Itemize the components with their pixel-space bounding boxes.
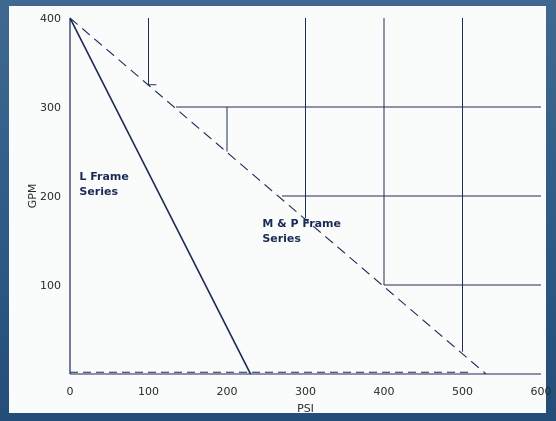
y-tick-label: 100 [40, 279, 61, 292]
series-annotation-label: Series [262, 232, 301, 245]
x-axis-title: PSI [297, 402, 314, 415]
y-axis-title: GPM [26, 184, 39, 209]
grid-layer [148, 18, 541, 352]
x-tick-label: 600 [531, 385, 552, 398]
label-layer: L Frame Series M & P Frame Series [79, 170, 341, 245]
x-tick-label: 500 [452, 385, 473, 398]
x-tick-label: 300 [295, 385, 316, 398]
x-tick-label: 100 [138, 385, 159, 398]
series-line-l-frame [69, 17, 252, 375]
x-tick-label: 400 [374, 385, 395, 398]
x-tick-label: 0 [67, 385, 74, 398]
series-annotation-label: M & P Frame [262, 217, 341, 230]
series-line-m-p-frame [69, 17, 487, 375]
y-tick-label: 400 [40, 12, 61, 25]
axes-layer: 0 100 200 300 400 500 600 100 200 300 400 PSI GPM [26, 12, 552, 415]
series-annotation-label: Series [79, 185, 118, 198]
y-tick-label: 200 [40, 190, 61, 203]
series-annotation-label: L Frame [79, 170, 128, 183]
y-tick-label: 300 [40, 101, 61, 114]
x-tick-label: 200 [217, 385, 238, 398]
series-layer [69, 17, 487, 375]
